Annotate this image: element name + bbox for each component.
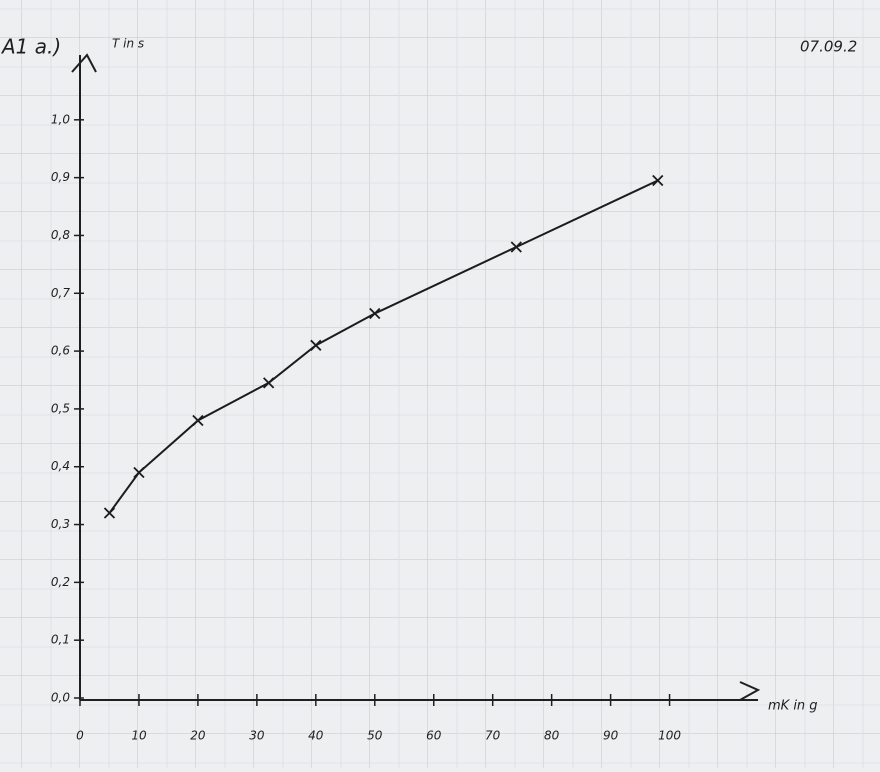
y-tick-label: 0,0	[51, 691, 70, 705]
x-tick-label: 100	[658, 729, 681, 743]
y-tick-label: 0,4	[51, 459, 70, 473]
x-tick-label: 70	[485, 729, 501, 743]
data-point	[510, 241, 522, 253]
data-point	[310, 339, 322, 351]
data-point	[652, 174, 664, 187]
x-tick-label: 40	[308, 729, 324, 743]
data-line	[108, 179, 659, 514]
data-point	[263, 377, 275, 389]
x-tick-label: 60	[426, 729, 442, 743]
chart-title: A1 a.)	[0, 35, 61, 59]
y-tick-label: 0,3	[51, 517, 70, 531]
x-axis-label: mK in g	[768, 699, 818, 714]
x-tick-label: 0	[76, 729, 84, 743]
data-point	[103, 507, 116, 519]
x-tick-label: 90	[603, 729, 619, 743]
x-tick-label: 50	[367, 729, 383, 743]
data-point	[192, 414, 204, 427]
data-point	[369, 307, 381, 320]
y-tick-label: 0,6	[51, 344, 70, 358]
y-tick-label: 0,7	[51, 286, 70, 300]
axes	[71, 53, 761, 701]
x-tick-label: 30	[249, 729, 265, 743]
y-tick-label: 0,8	[51, 228, 70, 242]
x-tick-label: 10	[131, 729, 147, 743]
y-tick-label: 0,1	[51, 633, 70, 647]
y-tick-label: 0,9	[51, 170, 70, 184]
y-tick-label: 0,2	[51, 575, 70, 589]
x-tick-label: 80	[544, 729, 560, 743]
y-tick-label: 1,0	[51, 112, 70, 126]
x-tick-label: 20	[190, 729, 206, 743]
data-point	[133, 466, 145, 479]
date-annotation: 07.09.2	[800, 38, 857, 56]
y-axis-label: T in s	[112, 37, 144, 51]
y-tick-label: 0,5	[51, 401, 70, 415]
